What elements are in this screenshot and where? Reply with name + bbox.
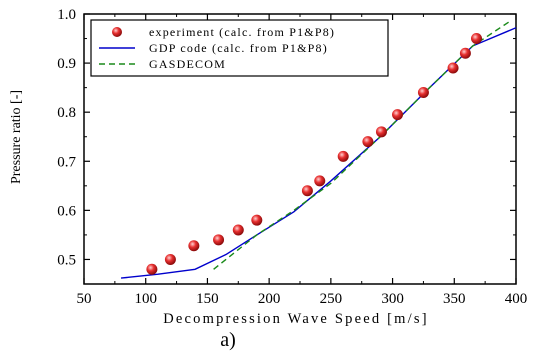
experiment-point [392, 109, 404, 121]
series-layer [120, 20, 517, 279]
legend: experiment (calc. from P1&P8) GDP code (c… [90, 19, 389, 77]
experiment-point [362, 136, 374, 148]
experiment-point [146, 263, 158, 275]
experiment-point [213, 234, 225, 246]
y-tick-label: 1.0 [57, 7, 76, 23]
experiment-point [301, 185, 313, 197]
legend-label: experiment (calc. from P1&P8) [149, 25, 335, 39]
x-tick-label: 400 [505, 291, 528, 307]
experiment-point [188, 240, 200, 252]
x-tick-label: 200 [258, 291, 281, 307]
y-tick-label: 0.5 [57, 252, 76, 268]
legend-label: GDP code (calc. from P1&P8) [149, 41, 328, 55]
x-tick-label: 50 [77, 291, 92, 307]
y-tick-label: 0.8 [57, 105, 76, 121]
experiment-point [251, 214, 263, 226]
x-tick-label: 150 [196, 291, 219, 307]
x-tick-label: 100 [134, 291, 157, 307]
experiment-point [337, 150, 349, 162]
x-tick-label: 350 [443, 291, 466, 307]
experiment-point [459, 47, 471, 59]
x-axis-ticks: 50 100 150 200 250 300 350 400 [77, 14, 528, 307]
y-tick-label: 0.9 [57, 56, 76, 72]
series-line-gasdecom [213, 20, 511, 270]
y-tick-label: 0.7 [57, 154, 76, 170]
legend-marker-scatter [112, 27, 122, 37]
experiment-point [471, 33, 483, 45]
experiment-point [314, 175, 326, 187]
x-tick-label: 250 [320, 291, 343, 307]
experiment-point [447, 62, 459, 74]
y-tick-label: 0.6 [57, 203, 76, 219]
experiment-point [232, 224, 244, 236]
experiment-point [375, 126, 387, 138]
x-tick-label: 300 [381, 291, 404, 307]
experiment-point [164, 253, 176, 265]
x-axis-title: Decompression Wave Speed [m/s] [163, 311, 429, 327]
panel-label: a) [220, 329, 236, 351]
legend-box [90, 19, 389, 77]
y-axis-ticks: 0.5 0.6 0.7 0.8 0.9 1.0 [57, 7, 516, 268]
experiment-point [417, 87, 429, 99]
legend-label: GASDECOM [149, 57, 226, 71]
y-axis-title: Pressure ratio [-] [9, 90, 24, 184]
